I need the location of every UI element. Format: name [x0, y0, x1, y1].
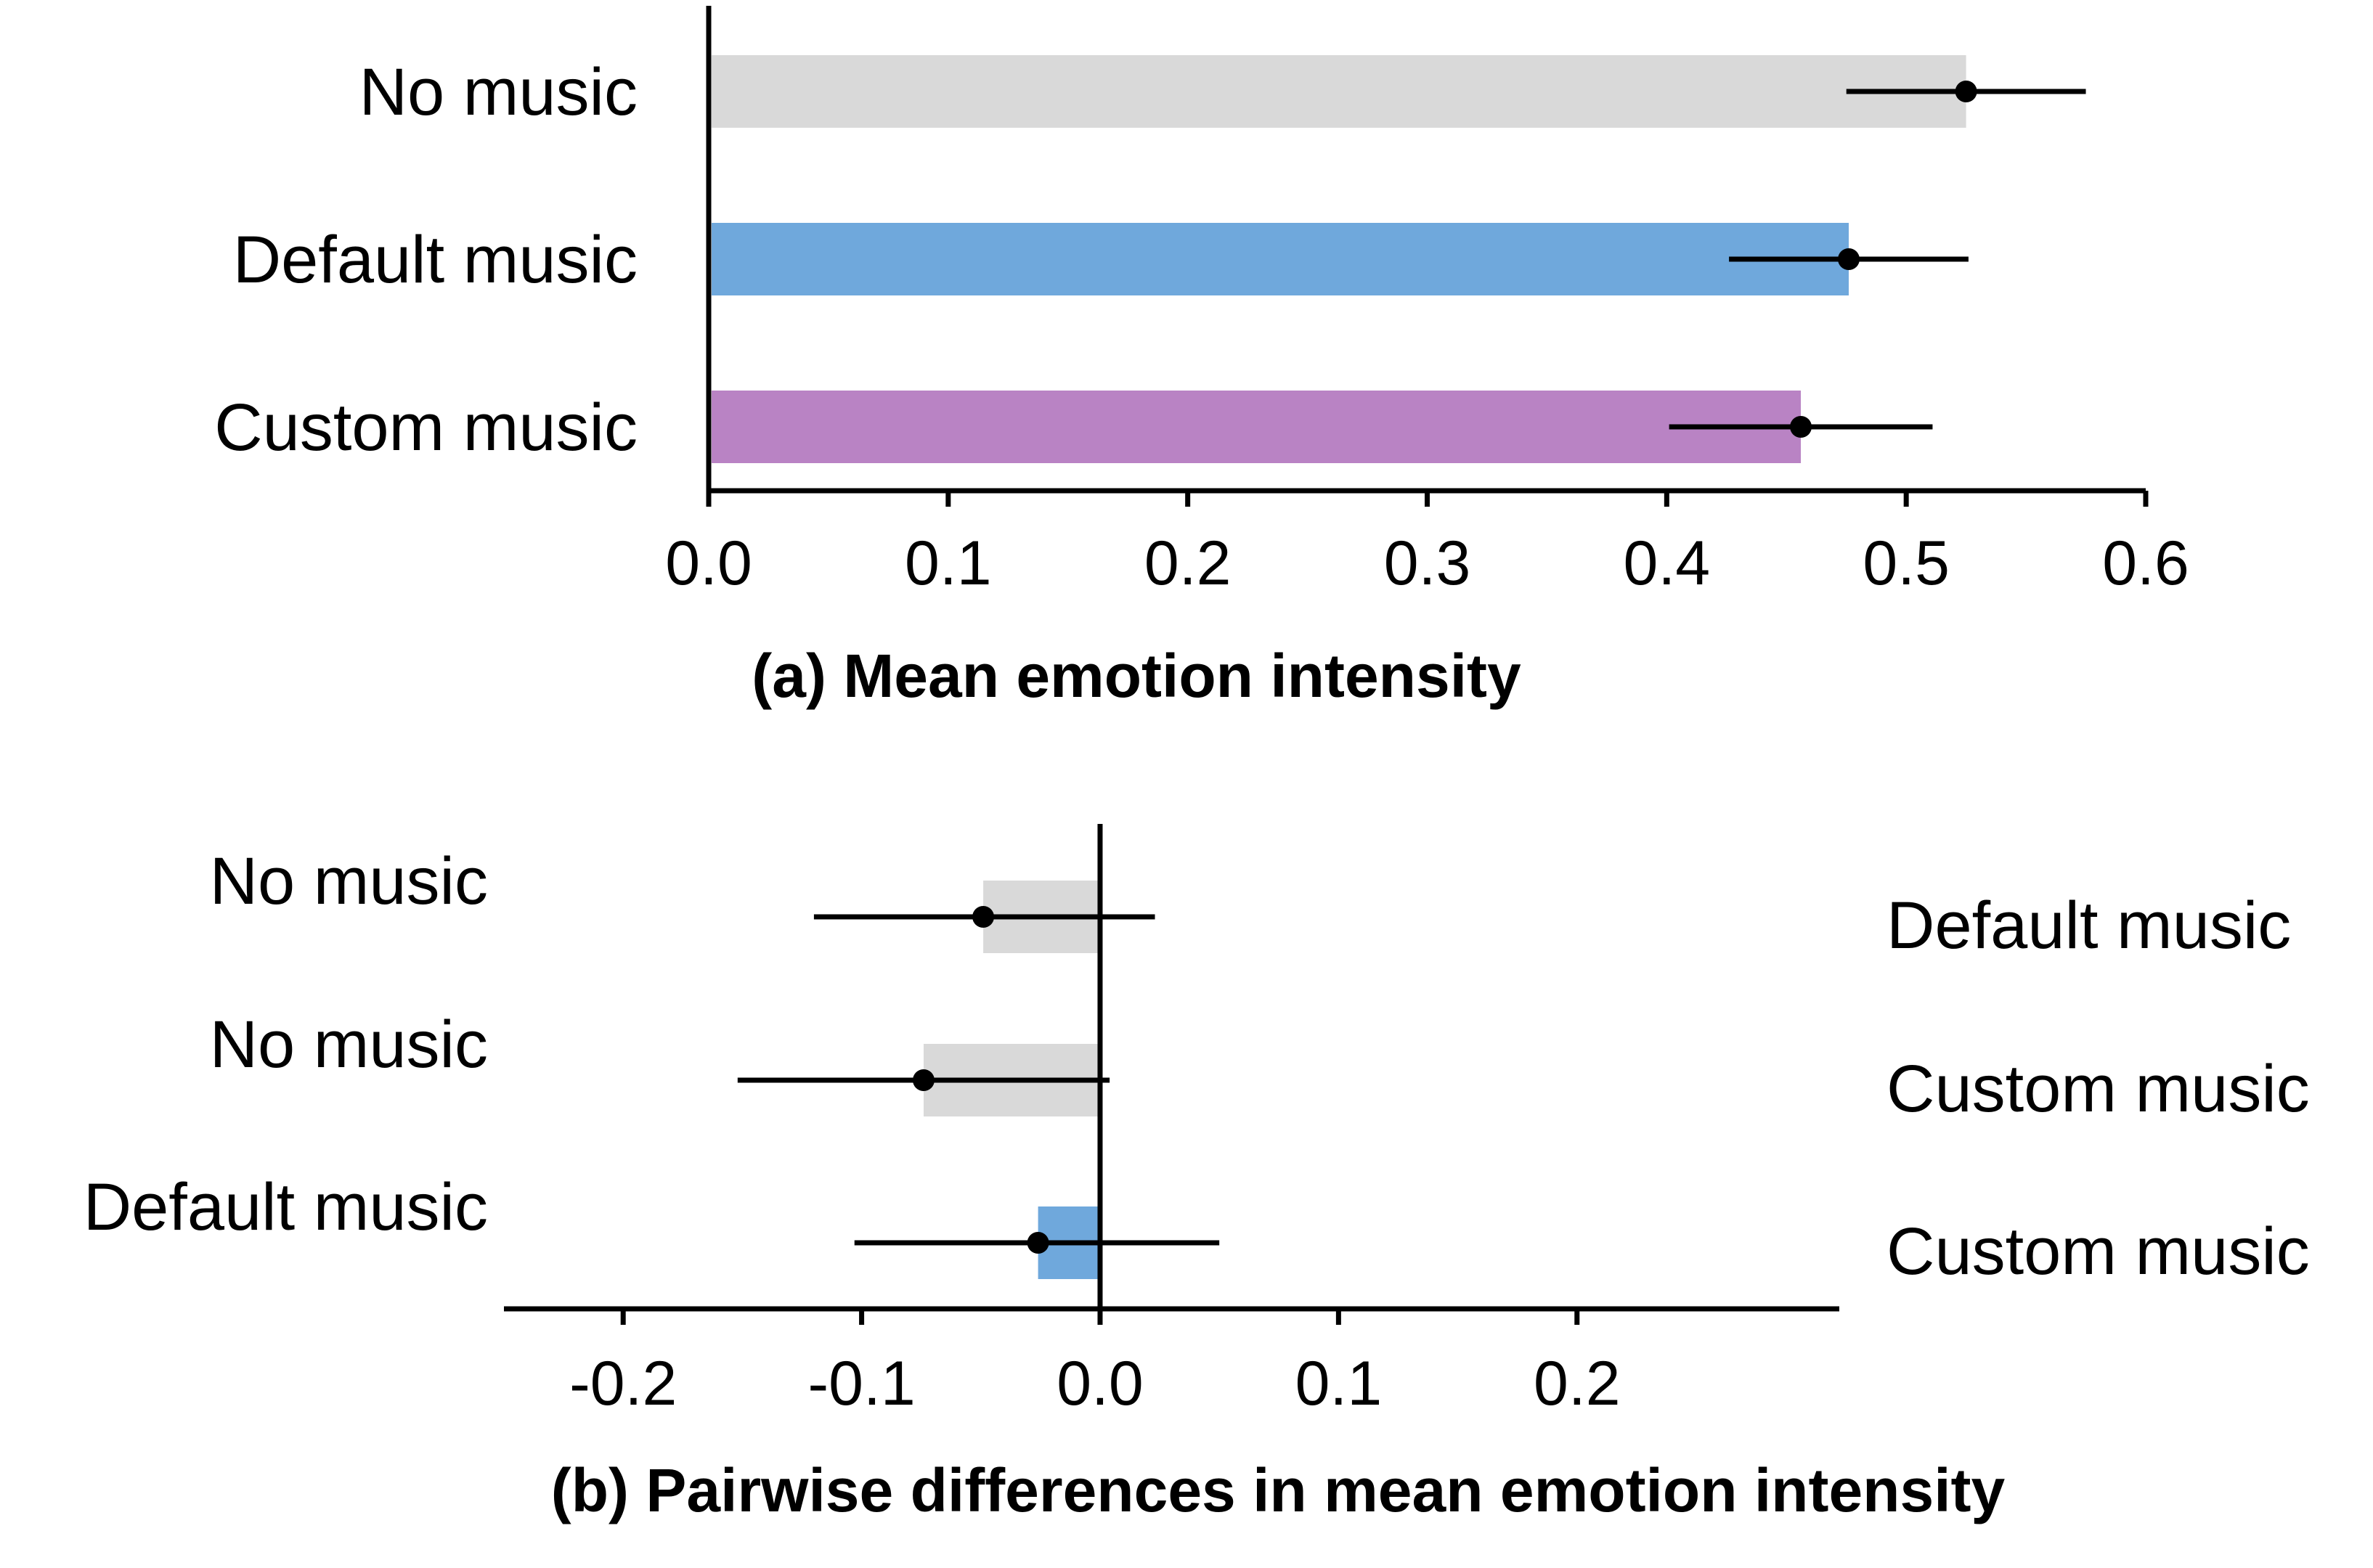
left-label-3: Default music	[84, 1170, 488, 1244]
panel-b-x-ticks: -0.2 -0.1 0.0 0.1 0.2	[569, 1309, 1621, 1418]
diff-point-no-music-vs-default-music	[972, 906, 995, 928]
panel-b-right-labels: Default music Custom music Custom music	[1886, 889, 2310, 1289]
x-tick-label-0.4: 0.4	[1624, 528, 1711, 598]
panel-b-caption: (b) Pairwise differences in mean emotion…	[551, 1456, 2006, 1524]
x-tick-label-0.5: 0.5	[1863, 528, 1950, 598]
bar-default-music	[712, 223, 1849, 295]
right-label-3: Custom music	[1886, 1214, 2310, 1289]
x-tick-label-0.2: 0.2	[1144, 528, 1232, 598]
left-label-1: No music	[210, 844, 488, 918]
right-label-1: Default music	[1886, 889, 2291, 963]
diff-point-no-music-vs-custom-music	[912, 1069, 935, 1091]
diff-point-default-music-vs-custom-music	[1027, 1232, 1049, 1254]
category-label-custom-music: Custom music	[214, 391, 638, 465]
panel-a-mean-emotion-intensity: 0.0 0.1 0.2 0.3 0.4 0.5 0.6 No music Default mu…	[214, 6, 2189, 710]
panel-a-bars	[712, 55, 1966, 463]
panel-a-error-bars	[1669, 81, 2086, 438]
x-tick-label-0.0: 0.0	[665, 528, 752, 598]
bar-custom-music	[712, 391, 1802, 463]
mean-point-default-music	[1838, 248, 1860, 270]
mean-point-custom-music	[1790, 416, 1812, 438]
category-label-no-music: No music	[359, 55, 638, 129]
panel-b-left-labels: No music No music Default music	[84, 844, 488, 1244]
bar-no-music	[712, 55, 1966, 128]
x-tick-label-0.3: 0.3	[1384, 528, 1471, 598]
x-tick-label-0.1: 0.1	[905, 528, 992, 598]
panel-a-x-ticks: 0.0 0.1 0.2 0.3 0.4 0.5 0.6	[665, 491, 2189, 598]
mean-point-no-music	[1955, 81, 1977, 102]
b-x-tick-label-0.1: 0.1	[1295, 1349, 1383, 1418]
panel-a-category-labels: No music Default music Custom music	[214, 55, 638, 465]
x-tick-label-0.6: 0.6	[2102, 528, 2189, 598]
right-label-2: Custom music	[1886, 1052, 2310, 1126]
b-x-tick-label-0.2: 0.2	[1534, 1349, 1621, 1418]
panel-a-caption: (a) Mean emotion intensity	[752, 642, 1521, 710]
category-label-default-music: Default music	[233, 223, 638, 297]
b-x-tick-label--0.2: -0.2	[569, 1349, 677, 1418]
b-x-tick-label--0.1: -0.1	[807, 1349, 915, 1418]
left-label-2: No music	[210, 1008, 488, 1082]
panel-b-pairwise-differences: -0.2 -0.1 0.0 0.1 0.2 No music No music Defaul…	[84, 824, 2310, 1524]
panel-b-error-bars	[737, 906, 1220, 1254]
b-x-tick-label-0.0: 0.0	[1057, 1349, 1144, 1418]
